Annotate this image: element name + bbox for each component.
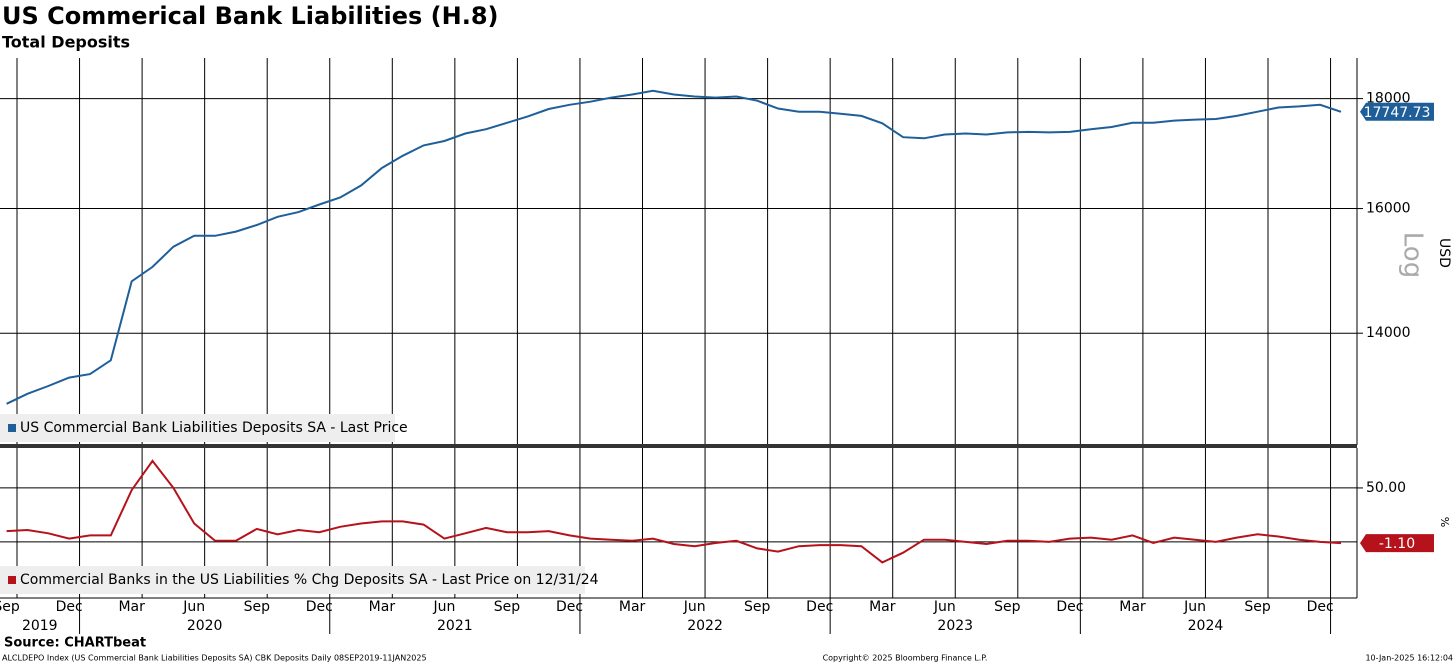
x-year-label: 2022 <box>687 618 723 634</box>
x-tick-label: Dec <box>806 599 833 615</box>
last-price-box <box>1360 102 1434 121</box>
x-tick-label: Sep <box>0 599 20 615</box>
x-tick-label: Mar <box>118 599 145 615</box>
x-year-label: 2019 <box>22 618 58 634</box>
y-tick-label: 50.00 <box>1366 480 1406 496</box>
x-tick-label: Dec <box>56 599 83 615</box>
last-price-box <box>1360 534 1434 553</box>
legend-swatch <box>8 576 16 584</box>
legend-label: US Commercial Bank Liabilities Deposits … <box>20 420 408 436</box>
source: Source: CHARTbeat <box>4 636 146 651</box>
x-year-label: 2021 <box>437 618 473 634</box>
chart-title: US Commerical Bank Liabilities (H.8) <box>2 2 499 30</box>
last-price-label: -1.10 <box>1379 536 1415 552</box>
x-tick-label: Dec <box>306 599 333 615</box>
x-year-label: 2023 <box>937 618 973 634</box>
x-tick-label: Sep <box>744 599 771 615</box>
x-tick-label: Sep <box>244 599 271 615</box>
x-tick-label: Sep <box>994 599 1021 615</box>
x-tick-label: Mar <box>369 599 396 615</box>
x-tick-label: Jun <box>933 599 956 615</box>
x-tick-label: Sep <box>1244 599 1271 615</box>
chart-subtitle: Total Deposits <box>2 33 130 52</box>
x-year-label: 2024 <box>1188 618 1224 634</box>
x-tick-label: Mar <box>869 599 896 615</box>
series-line <box>6 459 1342 564</box>
scale-label: Log <box>1398 232 1428 278</box>
x-tick-label: Jun <box>1183 599 1206 615</box>
y-tick-label: 16000 <box>1366 201 1411 217</box>
legend-bg <box>0 566 585 594</box>
x-tick-label: Dec <box>556 599 583 615</box>
y-axis-label: USD <box>1436 238 1452 268</box>
x-tick-label: Mar <box>619 599 646 615</box>
x-tick-label: Sep <box>494 599 521 615</box>
y-tick-label: 14000 <box>1366 325 1411 341</box>
x-tick-label: Jun <box>182 599 205 615</box>
x-tick-label: Dec <box>1307 599 1334 615</box>
last-price-label: 17747.73 <box>1364 105 1431 121</box>
series-line <box>6 89 1342 405</box>
legend-bg <box>0 414 395 442</box>
x-tick-label: Jun <box>432 599 455 615</box>
footer-right: 10-Jan-2025 16:12:04 <box>1365 654 1453 663</box>
y-tick-label: 18000 <box>1366 91 1411 107</box>
x-tick-label: Dec <box>1056 599 1083 615</box>
legend-swatch <box>8 424 16 432</box>
footer-center: Copyright© 2025 Bloomberg Finance L.P. <box>823 654 988 663</box>
x-tick-label: Mar <box>1119 599 1146 615</box>
y-axis-label: % <box>1438 517 1451 527</box>
panel-separator <box>0 444 1357 448</box>
legend-label: Commercial Banks in the US Liabilities %… <box>20 572 599 588</box>
x-year-label: 2020 <box>187 618 223 634</box>
x-tick-label: Jun <box>683 599 706 615</box>
footer-left: ALCLDEPO Index (US Commercial Bank Liabi… <box>2 654 427 663</box>
